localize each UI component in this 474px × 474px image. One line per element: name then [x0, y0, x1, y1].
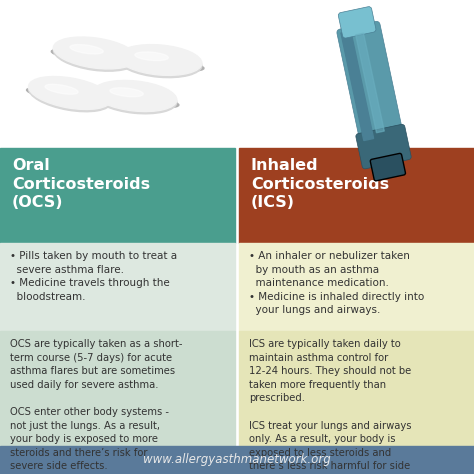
Ellipse shape: [135, 52, 168, 61]
Ellipse shape: [70, 45, 103, 54]
Text: Oral
Corticosteroids
(OCS): Oral Corticosteroids (OCS): [12, 158, 150, 210]
Ellipse shape: [28, 79, 111, 112]
Bar: [356, 33, 384, 133]
Ellipse shape: [93, 81, 177, 111]
Ellipse shape: [54, 37, 137, 69]
FancyBboxPatch shape: [337, 21, 403, 145]
Ellipse shape: [51, 49, 139, 66]
Bar: [0, 0, 474, 148]
Text: • An inhaler or nebulizer taken
  by mouth as an asthma
  maintenance medication: • An inhaler or nebulizer taken by mouth…: [249, 251, 424, 315]
Ellipse shape: [116, 57, 204, 72]
Ellipse shape: [118, 45, 202, 75]
Bar: [239, 243, 474, 331]
Text: www.allergyasthmanetwork.org: www.allergyasthmanetwork.org: [143, 454, 331, 466]
Text: OCS are typically taken as a short-
term course (5-7 days) for acute
asthma flar: OCS are typically taken as a short- term…: [10, 339, 182, 472]
Ellipse shape: [45, 84, 78, 94]
Text: Inhaled
Corticosteroids
(ICS): Inhaled Corticosteroids (ICS): [251, 158, 389, 210]
Bar: [239, 331, 474, 446]
Ellipse shape: [118, 47, 202, 78]
Ellipse shape: [93, 82, 177, 114]
Bar: [341, 31, 374, 140]
Ellipse shape: [28, 76, 111, 109]
Ellipse shape: [110, 88, 143, 97]
Bar: [0, 446, 474, 474]
Bar: [0, 331, 235, 446]
FancyBboxPatch shape: [338, 7, 376, 38]
Bar: [0, 148, 235, 243]
FancyBboxPatch shape: [356, 124, 411, 169]
Bar: [0, 243, 235, 331]
Text: • Pills taken by mouth to treat a
  severe asthma flare.
• Medicine travels thro: • Pills taken by mouth to treat a severe…: [10, 251, 177, 302]
Ellipse shape: [27, 88, 113, 107]
Bar: [239, 148, 474, 243]
FancyBboxPatch shape: [370, 154, 405, 181]
Text: ICS are typically taken daily to
maintain asthma control for
12-24 hours. They s: ICS are typically taken daily to maintai…: [249, 339, 411, 474]
Ellipse shape: [54, 39, 137, 71]
Ellipse shape: [91, 93, 179, 108]
